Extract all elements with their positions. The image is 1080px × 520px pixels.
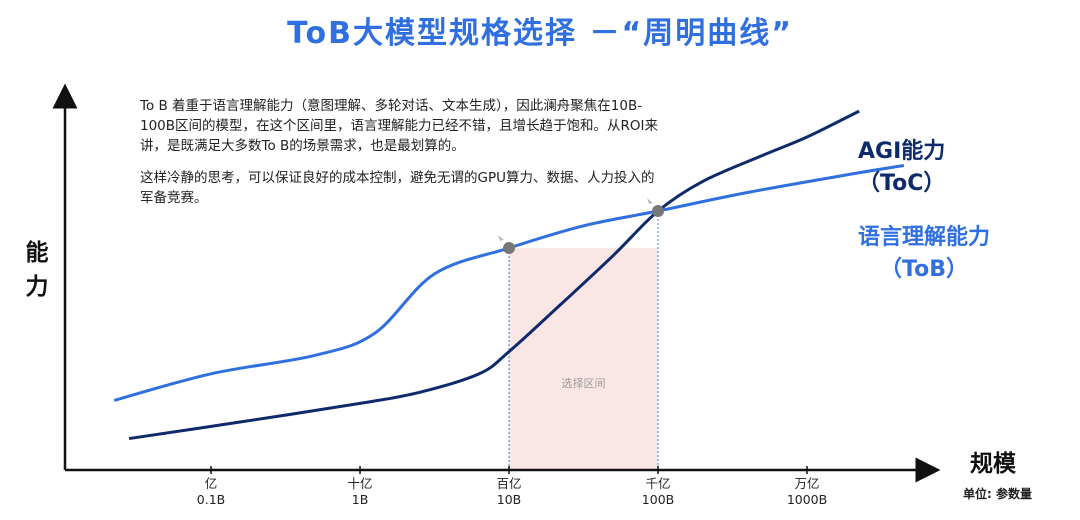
- tob-label-line2: （ToB）: [880, 257, 968, 282]
- tob-label-line1: 语言理解能力: [858, 225, 991, 250]
- x-tick-label-bottom: 10B: [496, 492, 522, 507]
- x-tick-label: 百亿 10B: [469, 476, 549, 508]
- x-axis-label: 规模: [970, 451, 1016, 477]
- x-tick-label: 万亿 1000B: [767, 476, 847, 508]
- pointer-arrow-icon: [493, 231, 505, 241]
- x-tick-label: 千亿 100B: [618, 476, 698, 508]
- agi-series-line: [128, 109, 860, 441]
- selection-region: [509, 248, 659, 470]
- agi-label-line2: （ToC）: [858, 171, 946, 196]
- intersection-point-1: [503, 242, 516, 254]
- x-tick-label-top: 亿: [204, 476, 218, 491]
- intersection-point-2: [652, 205, 665, 217]
- description-text: To B 着重于语言理解能力（意图理解、多轮对话、文本生成），因此澜舟聚焦在10…: [140, 96, 660, 220]
- x-tick-label-top: 万亿: [794, 476, 820, 491]
- pointer-arrow-icon: [642, 194, 654, 204]
- page-title: ToB大模型规格选择 －“周明曲线”: [287, 16, 793, 51]
- y-axis-label: 能力: [25, 240, 49, 300]
- tob-series-label: 语言理解能力 （ToB）: [858, 222, 990, 286]
- x-tick-label-bottom: 100B: [641, 492, 675, 507]
- description-paragraph-2: 这样冷静的思考，可以保证良好的成本控制，避免无谓的GPU算力、数据、人力投入的军…: [140, 170, 655, 206]
- x-tick-label-top: 百亿: [496, 476, 522, 491]
- x-tick-label-bottom: 1B: [351, 492, 369, 507]
- agi-series-label: AGI能力 （ToC）: [858, 136, 945, 200]
- x-tick-label-bottom: 0.1B: [196, 492, 226, 507]
- description-paragraph-1: To B 着重于语言理解能力（意图理解、多轮对话、文本生成），因此澜舟聚焦在10…: [140, 98, 659, 154]
- x-tick-label: 十亿 1B: [320, 476, 400, 508]
- unit-note: 单位: 参数量: [963, 487, 1032, 501]
- agi-label-line1: AGI能力: [858, 139, 946, 164]
- selection-region-label: 选择区间: [562, 376, 606, 390]
- x-tick-label-top: 十亿: [347, 476, 373, 491]
- x-tick-label-bottom: 1000B: [786, 492, 828, 507]
- x-tick-label: 亿 0.1B: [171, 476, 251, 508]
- x-tick-label-top: 千亿: [645, 476, 671, 491]
